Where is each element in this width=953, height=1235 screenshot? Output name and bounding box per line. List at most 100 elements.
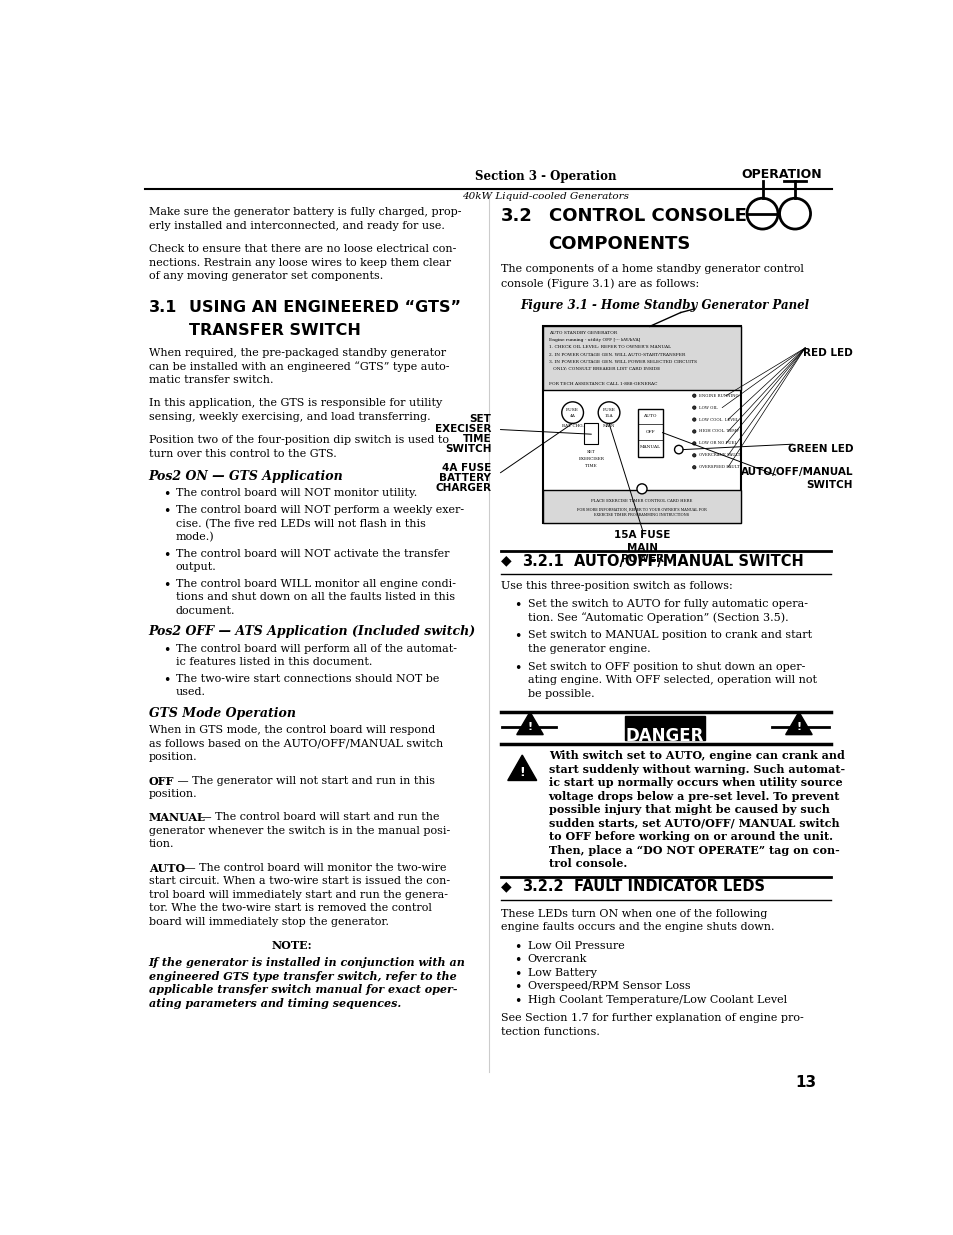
Text: When in GTS mode, the control board will respond: When in GTS mode, the control board will… (149, 725, 435, 735)
Text: If the generator is installed in conjunction with an: If the generator is installed in conjunc… (149, 957, 465, 968)
Text: nections. Restrain any loose wires to keep them clear: nections. Restrain any loose wires to ke… (149, 258, 451, 268)
Text: !: ! (796, 722, 801, 732)
Text: possible injury that might be caused by such: possible injury that might be caused by … (548, 804, 828, 815)
Text: AUTO: AUTO (149, 863, 185, 874)
Text: voltage drops below a pre-set level. To prevent: voltage drops below a pre-set level. To … (548, 790, 839, 802)
Text: Set the switch to AUTO for fully automatic opera-: Set the switch to AUTO for fully automat… (527, 599, 807, 609)
Text: tion. See “Automatic Operation” (Section 3.5).: tion. See “Automatic Operation” (Section… (527, 613, 787, 622)
Text: 3. IN POWER OUTAGE GEN. WILL POWER SELECTED CIRCUITS: 3. IN POWER OUTAGE GEN. WILL POWER SELEC… (548, 359, 696, 364)
Text: 2. IN POWER OUTAGE GEN. WILL AUTO-START/TRANSFER: 2. IN POWER OUTAGE GEN. WILL AUTO-START/… (548, 353, 684, 357)
Text: document.: document. (175, 605, 235, 615)
Text: Low Oil Pressure: Low Oil Pressure (527, 941, 624, 951)
Text: BATTERY: BATTERY (439, 473, 491, 483)
Text: OPERATION: OPERATION (740, 168, 821, 182)
Text: tions and shut down on all the faults listed in this: tions and shut down on all the faults li… (175, 592, 455, 601)
Text: OFF: OFF (149, 776, 174, 787)
Text: When required, the pre-packaged standby generator: When required, the pre-packaged standby … (149, 347, 445, 358)
Text: tion.: tion. (149, 840, 174, 850)
Text: EXERCISE TIMER PROGRAMMING INSTRUCTIONS: EXERCISE TIMER PROGRAMMING INSTRUCTIONS (594, 513, 689, 517)
Text: ating parameters and timing sequences.: ating parameters and timing sequences. (149, 998, 400, 1009)
Text: •: • (162, 489, 170, 501)
Text: LOW OIL: LOW OIL (699, 405, 717, 410)
Text: Pos2 OFF — ATS Application (Included switch): Pos2 OFF — ATS Application (Included swi… (149, 625, 476, 638)
Text: 3.2.1: 3.2.1 (521, 553, 563, 568)
Text: trol console.: trol console. (548, 858, 626, 869)
Text: The two-wire start connections should NOT be: The two-wire start connections should NO… (175, 673, 438, 683)
Text: •: • (514, 994, 521, 1008)
Text: ENGINE RUNNING: ENGINE RUNNING (699, 394, 738, 398)
Text: SET: SET (469, 414, 491, 424)
Text: ating engine. With OFF selected, operation will not: ating engine. With OFF selected, operati… (527, 676, 816, 685)
Text: The components of a home standby generator control: The components of a home standby generat… (500, 264, 802, 274)
Text: Overcrank: Overcrank (527, 955, 586, 965)
Text: The control board will perform all of the automat-: The control board will perform all of th… (175, 643, 456, 653)
Text: position.: position. (149, 789, 197, 799)
Text: — The control board will monitor the two-wire: — The control board will monitor the two… (181, 863, 446, 873)
Text: ic start up normally occurs when utility source: ic start up normally occurs when utility… (548, 777, 841, 788)
Text: sudden starts, set AUTO/OFF/ MANUAL switch: sudden starts, set AUTO/OFF/ MANUAL swit… (548, 818, 839, 829)
Circle shape (692, 442, 696, 445)
Text: COMPONENTS: COMPONENTS (548, 235, 690, 253)
Text: Engine running - utility OFF [--- kW/kVA]: Engine running - utility OFF [--- kW/kVA… (548, 338, 639, 342)
Text: OFF: OFF (644, 430, 655, 433)
Text: used.: used. (175, 687, 206, 697)
Text: tection functions.: tection functions. (500, 1026, 598, 1036)
Polygon shape (785, 711, 811, 735)
Text: •: • (514, 981, 521, 994)
Text: Position two of the four-position dip switch is used to: Position two of the four-position dip sw… (149, 435, 448, 445)
Text: be possible.: be possible. (527, 689, 594, 699)
Circle shape (598, 401, 619, 424)
Text: 4A FUSE: 4A FUSE (441, 463, 491, 473)
Text: SWITCH: SWITCH (444, 445, 491, 454)
Text: HIGH COOL. TEMP: HIGH COOL. TEMP (699, 430, 738, 433)
Text: •: • (162, 548, 170, 562)
Text: •: • (514, 941, 521, 953)
Text: USING AN ENGINEERED “GTS”: USING AN ENGINEERED “GTS” (189, 300, 460, 315)
Text: TIME: TIME (462, 435, 491, 445)
Text: AUTO/OFF/MANUAL: AUTO/OFF/MANUAL (740, 467, 852, 477)
Text: Pos2 ON — GTS Application: Pos2 ON — GTS Application (149, 471, 343, 483)
Text: 3.2.2: 3.2.2 (521, 879, 563, 894)
Text: engine faults occurs and the engine shuts down.: engine faults occurs and the engine shut… (500, 923, 773, 932)
Text: CHARGER: CHARGER (435, 483, 491, 493)
Text: AUTO: AUTO (642, 415, 657, 419)
Text: can be installed with an engineered “GTS” type auto-: can be installed with an engineered “GTS… (149, 361, 449, 372)
Text: TRANSFER SWITCH: TRANSFER SWITCH (189, 324, 360, 338)
Circle shape (692, 417, 696, 421)
Text: RED LED: RED LED (802, 348, 852, 358)
Bar (542, 490, 740, 522)
Text: FOR TECH ASSISTANCE CALL 1-888-GENERAC: FOR TECH ASSISTANCE CALL 1-888-GENERAC (548, 382, 657, 385)
Text: MANUAL: MANUAL (149, 813, 205, 824)
Text: Figure 3.1 - Home Standby Generator Panel: Figure 3.1 - Home Standby Generator Pane… (519, 299, 808, 312)
Text: applicable transfer switch manual for exact oper-: applicable transfer switch manual for ex… (149, 984, 456, 995)
Text: •: • (514, 662, 521, 674)
Text: These LEDs turn ON when one of the following: These LEDs turn ON when one of the follo… (500, 909, 766, 919)
Text: trol board will immediately start and run the genera-: trol board will immediately start and ru… (149, 890, 447, 900)
Text: The control board will NOT monitor utility.: The control board will NOT monitor utili… (175, 489, 416, 499)
Circle shape (692, 406, 696, 409)
Text: ◆: ◆ (500, 553, 511, 568)
Text: 15A: 15A (604, 414, 613, 417)
Text: AUTO/OFF/MANUAL SWITCH: AUTO/OFF/MANUAL SWITCH (574, 553, 803, 568)
Bar (637, 409, 661, 457)
Text: console (Figure 3.1) are as follows:: console (Figure 3.1) are as follows: (500, 278, 698, 289)
Text: MAIN: MAIN (626, 542, 658, 553)
Text: •: • (162, 578, 170, 592)
Text: CONTROL CONSOLE: CONTROL CONSOLE (548, 207, 745, 226)
Text: EXERCISER: EXERCISER (578, 457, 603, 462)
Text: •: • (514, 599, 521, 611)
Text: NOTE:: NOTE: (272, 940, 312, 951)
Text: In this application, the GTS is responsible for utility: In this application, the GTS is responsi… (149, 398, 441, 408)
Text: engineered GTS type transfer switch, refer to the: engineered GTS type transfer switch, ref… (149, 971, 456, 982)
Text: TIME: TIME (585, 464, 597, 468)
Text: the generator engine.: the generator engine. (527, 643, 650, 653)
Circle shape (692, 466, 696, 469)
Text: position.: position. (149, 752, 197, 762)
Circle shape (637, 484, 646, 494)
Bar (542, 326, 740, 522)
Bar (583, 422, 598, 445)
Text: FUSE: FUSE (565, 408, 578, 411)
Text: GREEN LED: GREEN LED (787, 445, 852, 454)
Text: sensing, weekly exercising, and load transferring.: sensing, weekly exercising, and load tra… (149, 411, 430, 421)
Text: turn over this control to the GTS.: turn over this control to the GTS. (149, 448, 336, 458)
